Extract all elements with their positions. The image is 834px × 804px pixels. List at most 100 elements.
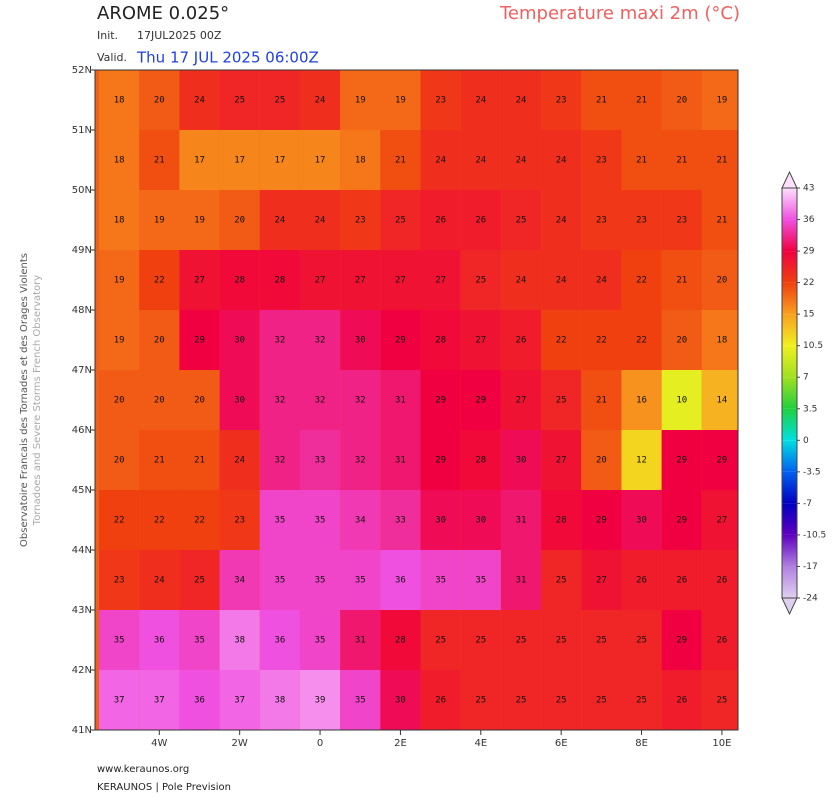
temp-label: 32 bbox=[355, 396, 366, 406]
temp-label: 35 bbox=[114, 636, 125, 646]
temp-cell bbox=[460, 490, 501, 550]
temp-label: 19 bbox=[395, 96, 406, 106]
temp-label: 27 bbox=[395, 276, 406, 286]
temp-label: 21 bbox=[154, 156, 165, 166]
temp-cell bbox=[500, 370, 542, 430]
temp-label: 39 bbox=[315, 696, 326, 706]
temp-label: 25 bbox=[395, 216, 406, 226]
side-title: Observatoire Francais des Tornades et de… bbox=[19, 253, 30, 547]
temp-label: 24 bbox=[154, 576, 165, 586]
temp-cell bbox=[581, 610, 622, 670]
temp-label: 27 bbox=[596, 576, 607, 586]
temp-cell bbox=[299, 670, 341, 730]
colorbar-label: 29 bbox=[803, 247, 815, 257]
temp-cell bbox=[299, 610, 341, 670]
footer-site: www.keraunos.org bbox=[97, 764, 189, 775]
temp-cell bbox=[219, 250, 260, 310]
colorbar-label: 36 bbox=[803, 215, 815, 225]
temp-cell bbox=[541, 250, 582, 310]
colorbar-segment bbox=[782, 408, 797, 441]
y-tick-label: 51N bbox=[72, 125, 92, 136]
valid-time: Thu 17 JUL 2025 06:00Z bbox=[136, 49, 319, 67]
temp-label: 17 bbox=[234, 156, 245, 166]
temp-label: 19 bbox=[154, 216, 165, 226]
x-tick-label: 0 bbox=[317, 738, 323, 749]
field-title: Temperature maxi 2m (°C) bbox=[499, 3, 740, 24]
y-tick-label: 49N bbox=[72, 245, 92, 256]
temp-label: 35 bbox=[355, 576, 366, 586]
temp-cell bbox=[99, 610, 140, 670]
temp-cell bbox=[340, 250, 381, 310]
temp-cell bbox=[219, 70, 260, 130]
temp-cell bbox=[621, 70, 662, 130]
temp-cell bbox=[581, 490, 622, 550]
temp-cell bbox=[541, 190, 582, 250]
temp-label: 25 bbox=[435, 636, 446, 646]
temp-label: 27 bbox=[516, 396, 527, 406]
temp-cell bbox=[460, 610, 501, 670]
temp-cell bbox=[460, 550, 501, 610]
temp-cell bbox=[99, 430, 140, 490]
temp-cell bbox=[460, 190, 501, 250]
footer-org: KERAUNOS | Pole Prevision bbox=[97, 782, 231, 793]
temp-label: 25 bbox=[194, 576, 205, 586]
temp-label: 26 bbox=[717, 576, 728, 586]
temp-cell bbox=[420, 310, 461, 370]
temp-cell bbox=[99, 550, 140, 610]
temp-label: 20 bbox=[596, 456, 607, 466]
temp-label: 25 bbox=[556, 636, 567, 646]
temp-cell bbox=[500, 130, 542, 190]
temp-label: 21 bbox=[636, 96, 647, 106]
temp-cell bbox=[661, 610, 702, 670]
temp-cell bbox=[500, 610, 542, 670]
temp-label: 29 bbox=[395, 336, 406, 346]
x-tick-label: 4E bbox=[474, 738, 487, 749]
temp-label: 22 bbox=[596, 336, 607, 346]
temp-cell bbox=[661, 70, 702, 130]
temp-cell bbox=[259, 370, 300, 430]
temp-cell bbox=[99, 70, 140, 130]
temp-label: 37 bbox=[154, 696, 165, 706]
temp-label: 35 bbox=[194, 636, 205, 646]
temp-label: 25 bbox=[475, 696, 486, 706]
temp-label: 20 bbox=[114, 396, 125, 406]
temp-cell bbox=[621, 610, 662, 670]
temp-cell bbox=[621, 370, 662, 430]
temp-label: 31 bbox=[395, 456, 406, 466]
temp-cell bbox=[661, 430, 702, 490]
temp-cell bbox=[179, 250, 220, 310]
temp-cell bbox=[500, 310, 542, 370]
temp-cell bbox=[460, 310, 501, 370]
temp-cell bbox=[179, 370, 220, 430]
temp-label: 22 bbox=[194, 516, 205, 526]
temp-label: 14 bbox=[717, 396, 728, 406]
temp-label: 22 bbox=[114, 516, 125, 526]
temp-cell bbox=[701, 310, 738, 370]
x-tick-label: 4W bbox=[151, 738, 167, 749]
temp-label: 29 bbox=[717, 456, 728, 466]
colorbar-label: -17 bbox=[803, 562, 818, 572]
temp-cell bbox=[299, 250, 341, 310]
temp-cell bbox=[259, 190, 300, 250]
temp-label: 29 bbox=[676, 636, 687, 646]
temp-label: 35 bbox=[315, 576, 326, 586]
temp-label: 29 bbox=[194, 336, 205, 346]
x-tick-label: 2E bbox=[394, 738, 407, 749]
temp-cell bbox=[99, 670, 140, 730]
temp-cell bbox=[621, 670, 662, 730]
temp-cell bbox=[621, 190, 662, 250]
x-tick-label: 6E bbox=[555, 738, 568, 749]
temp-label: 23 bbox=[114, 576, 125, 586]
temp-label: 25 bbox=[556, 696, 567, 706]
temp-label: 35 bbox=[315, 636, 326, 646]
temp-cell bbox=[139, 610, 180, 670]
temp-cell bbox=[340, 370, 381, 430]
temp-cell bbox=[219, 310, 260, 370]
temp-label: 30 bbox=[355, 336, 366, 346]
temp-cell bbox=[420, 370, 461, 430]
temp-label: 27 bbox=[717, 516, 728, 526]
temp-cell bbox=[420, 670, 461, 730]
temp-cell bbox=[340, 190, 381, 250]
temp-cell bbox=[541, 370, 582, 430]
